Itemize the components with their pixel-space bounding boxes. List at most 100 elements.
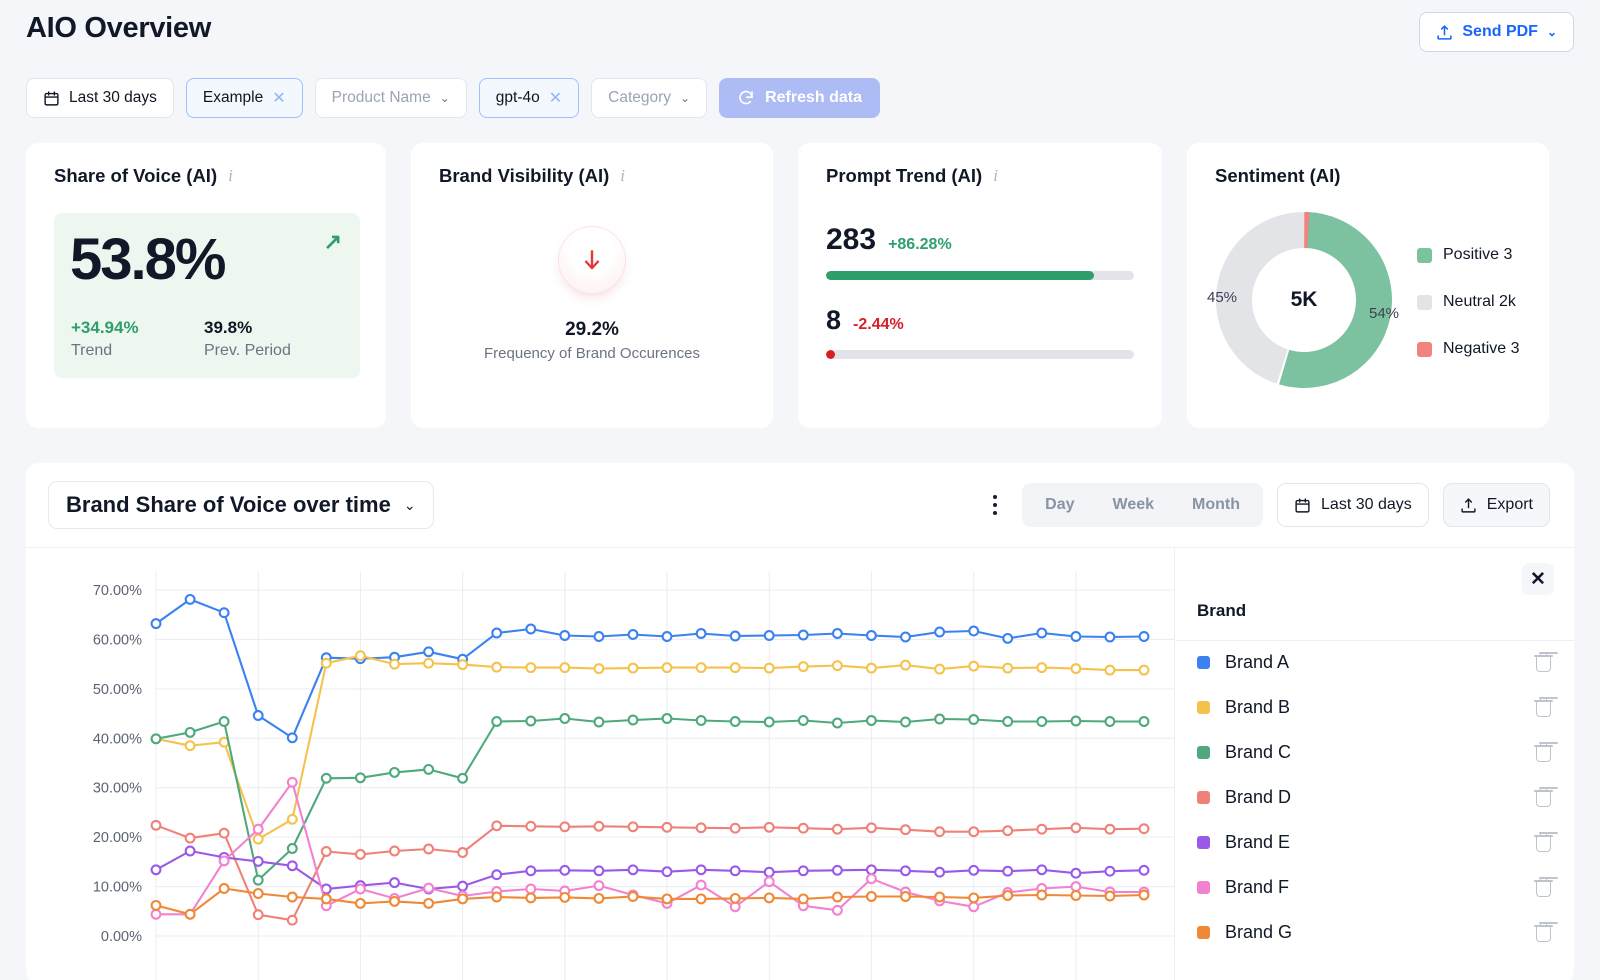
- brand-visibility-value: 29.2%: [565, 319, 619, 340]
- category-label: Category: [608, 89, 672, 106]
- legend-row-brand-c[interactable]: Brand C: [1175, 730, 1574, 775]
- legend-row-brand-e[interactable]: Brand E: [1175, 820, 1574, 865]
- export-label: Export: [1486, 496, 1533, 513]
- y-axis-tick: 70.00%: [93, 583, 142, 599]
- refresh-data-label: Refresh data: [765, 89, 863, 106]
- close-icon[interactable]: ✕: [1522, 563, 1554, 595]
- share-of-voice-metric-box: 53.8% ↗ +34.94% Trend 39.8% Prev. Period: [54, 213, 360, 378]
- granularity-day[interactable]: Day: [1045, 496, 1075, 513]
- trash-icon[interactable]: [1534, 697, 1553, 717]
- prompt-trend-row: 8 -2.44%: [826, 305, 1134, 359]
- filter-bar: Last 30 days Example ✕ Product Name ⌄ gp…: [26, 78, 881, 118]
- sentiment-legend: Positive 3 Neutral 2k Negative 3: [1417, 246, 1520, 358]
- brand-visibility-indicator: [559, 227, 625, 293]
- chevron-down-icon: ⌄: [439, 91, 450, 105]
- date-range-label: Last 30 days: [69, 89, 157, 106]
- chart-date-range-button[interactable]: Last 30 days: [1277, 483, 1429, 527]
- arrow-up-right-icon: ↗: [323, 229, 342, 254]
- close-icon[interactable]: ✕: [548, 90, 563, 107]
- chevron-down-icon: ⌄: [680, 91, 691, 105]
- card-title-text: Share of Voice (AI): [54, 165, 218, 186]
- line-chart-plot: 0.00% 10.00% 20.00% 30.00% 40.00% 50.00% 60.00…: [26, 548, 1174, 980]
- color-swatch: [1417, 294, 1432, 310]
- sentiment-legend-label: Positive 3: [1443, 246, 1513, 263]
- y-axis-tick: 0.00%: [101, 929, 142, 945]
- legend-brand-label: Brand B: [1225, 697, 1291, 717]
- legend-row-brand-a[interactable]: Brand A: [1175, 640, 1574, 685]
- more-vertical-icon[interactable]: [982, 488, 1008, 522]
- legend-brand-label: Brand F: [1225, 877, 1290, 897]
- trash-icon[interactable]: [1534, 832, 1553, 852]
- granularity-month[interactable]: Month: [1192, 496, 1241, 513]
- trash-icon[interactable]: [1534, 652, 1553, 672]
- y-axis-tick: 60.00%: [93, 632, 142, 648]
- sentiment-legend-item[interactable]: Positive 3: [1417, 246, 1520, 264]
- chart-metric-select[interactable]: Brand Share of Voice over time ⌄: [48, 481, 434, 529]
- info-icon[interactable]: i: [620, 166, 626, 185]
- calendar-icon: [44, 90, 59, 106]
- card-title-text: Brand Visibility (AI): [439, 165, 610, 186]
- legend-row-brand-d[interactable]: Brand D: [1175, 775, 1574, 820]
- trash-icon[interactable]: [1534, 877, 1553, 897]
- refresh-data-button[interactable]: Refresh data: [719, 78, 881, 118]
- close-icon[interactable]: ✕: [272, 90, 286, 107]
- color-swatch: [1197, 746, 1210, 759]
- granularity-week[interactable]: Week: [1112, 496, 1155, 513]
- donut-label-neutral-pct: 45%: [1207, 289, 1238, 306]
- share-of-voice-prev-period: 39.8% Prev. Period: [204, 318, 291, 360]
- series-brand-g: [150, 883, 1150, 920]
- chart-header-controls: Day Week Month Last 30 days Export: [982, 483, 1550, 527]
- granularity-toggle: Day Week Month: [1022, 483, 1264, 527]
- color-swatch: [1197, 926, 1210, 939]
- brand-filter-chip[interactable]: Example ✕: [185, 78, 303, 118]
- color-swatch: [1197, 791, 1210, 804]
- trash-icon[interactable]: [1534, 922, 1553, 942]
- progress-fill: [826, 350, 836, 359]
- export-button[interactable]: Export: [1442, 483, 1550, 527]
- trash-icon[interactable]: [1534, 787, 1553, 807]
- progress-fill: [826, 271, 1094, 280]
- model-filter-chip[interactable]: gpt-4o ✕: [478, 78, 580, 118]
- line-chart-svg: 0.00% 10.00% 20.00% 30.00% 40.00% 50.00% 60.00…: [93, 572, 1174, 980]
- legend-row-brand-b[interactable]: Brand B: [1175, 685, 1574, 730]
- send-pdf-button[interactable]: Send PDF ⌄: [1419, 12, 1574, 52]
- legend-brand-label: Brand C: [1225, 742, 1292, 762]
- y-axis-tick: 50.00%: [93, 682, 142, 698]
- prompt-trend-card: Prompt Trend (AI) i 283 +86.28% 8 -2.44%: [798, 143, 1162, 428]
- trend-value: +34.94%: [71, 318, 139, 337]
- date-range-filter[interactable]: Last 30 days: [26, 78, 174, 118]
- prompt-trend-value: 283: [826, 223, 877, 256]
- brand-visibility-label: Frequency of Brand Occurences: [484, 345, 700, 362]
- sentiment-legend-item[interactable]: Neutral 2k: [1417, 293, 1520, 311]
- product-name-filter[interactable]: Product Name ⌄: [314, 78, 467, 118]
- info-icon[interactable]: i: [993, 166, 998, 185]
- prev-period-value: 39.8%: [204, 318, 253, 337]
- donut-slice-neutral: [1216, 212, 1392, 388]
- category-filter[interactable]: Category ⌄: [591, 78, 708, 118]
- chevron-down-icon: ⌄: [403, 496, 416, 513]
- series-brand-d: [150, 819, 1150, 926]
- trash-icon[interactable]: [1534, 742, 1553, 762]
- share-of-voice-title: Share of Voice (AI) i: [54, 165, 233, 187]
- color-swatch: [1197, 836, 1210, 849]
- legend-row-brand-f[interactable]: Brand F: [1175, 865, 1574, 910]
- y-axis-tick: 30.00%: [93, 781, 142, 797]
- sentiment-legend-item[interactable]: Negative 3: [1417, 340, 1520, 358]
- card-title-text: Sentiment (AI): [1215, 165, 1341, 186]
- sentiment-donut-chart: 5K 45% 54%: [1207, 205, 1399, 395]
- info-icon[interactable]: i: [228, 166, 233, 185]
- legend-row-brand-g[interactable]: Brand G: [1175, 910, 1574, 955]
- brand-legend-panel: ✕ Brand Brand A Brand B Brand C Brand D Bran…: [1174, 548, 1574, 980]
- page-title: AIO Overview: [26, 12, 211, 44]
- brand-share-of-voice-chart-card: Brand Share of Voice over time ⌄ Day Wee…: [26, 463, 1574, 980]
- color-swatch: [1197, 656, 1210, 669]
- y-axis-tick: 10.00%: [93, 880, 142, 896]
- legend-panel-title: Brand: [1197, 601, 1247, 620]
- share-of-voice-trend: +34.94% Trend: [71, 318, 139, 360]
- donut-svg: [1216, 212, 1392, 388]
- prev-period-label: Prev. Period: [204, 342, 291, 359]
- share-of-voice-card: Share of Voice (AI) i 53.8% ↗ +34.94% Tr…: [26, 143, 386, 428]
- card-title-text: Prompt Trend (AI): [826, 165, 983, 186]
- chart-header: Brand Share of Voice over time ⌄ Day Wee…: [26, 463, 1574, 548]
- chevron-down-icon: ⌄: [1546, 25, 1557, 39]
